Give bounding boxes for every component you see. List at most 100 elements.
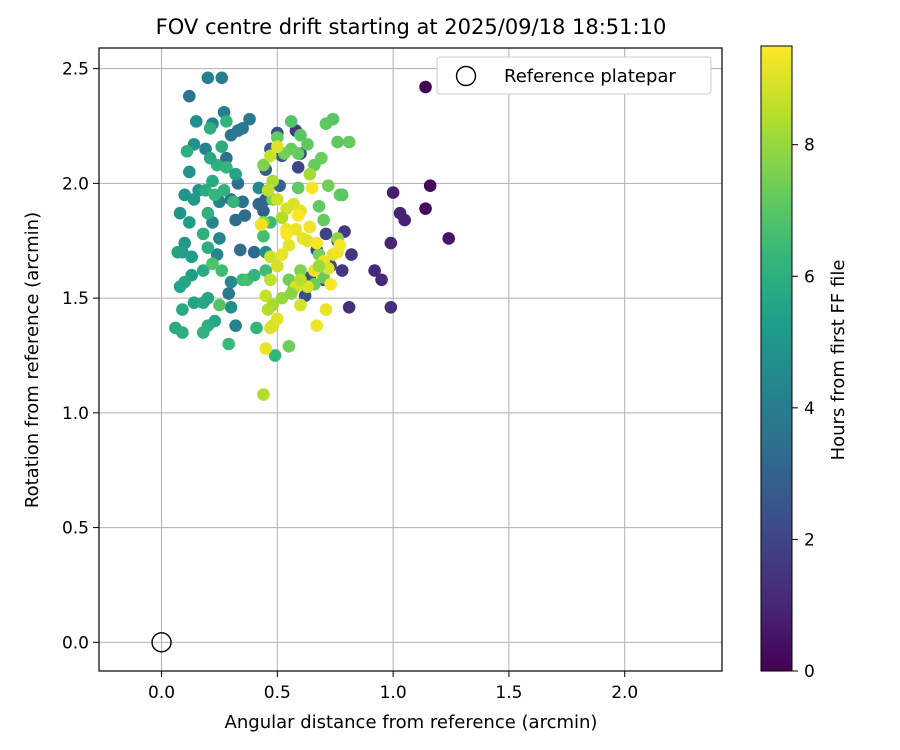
data-point [220, 161, 233, 174]
colorbar-tick-label: 2 [804, 530, 815, 550]
colorbar-tick-label: 0 [804, 662, 815, 682]
data-point [203, 151, 217, 165]
data-point [227, 195, 240, 209]
data-point [319, 303, 333, 316]
data-point [294, 128, 307, 142]
data-point [176, 326, 189, 339]
data-point [233, 243, 247, 257]
data-point [173, 206, 187, 220]
data-point [331, 135, 344, 149]
data-point [271, 312, 284, 326]
data-point [201, 206, 215, 220]
data-point [303, 220, 317, 234]
data-point [271, 140, 284, 153]
legend-box [436, 56, 712, 95]
data-point [257, 229, 270, 243]
data-point [196, 264, 210, 277]
data-point [206, 174, 219, 188]
data-point [317, 213, 330, 227]
data-point [333, 239, 347, 252]
data-point [442, 232, 456, 245]
data-point [178, 188, 191, 202]
data-point [183, 216, 196, 229]
data-point [229, 319, 242, 332]
data-point [189, 115, 203, 128]
data-point [222, 287, 235, 300]
colorbar [760, 45, 793, 672]
data-point [196, 326, 210, 339]
legend[interactable]: Reference platepar [436, 56, 712, 95]
colorbar-tick-label: 4 [804, 399, 815, 419]
data-point [224, 300, 238, 314]
y-tick-label: 2.5 [62, 60, 89, 80]
reference-platepar-marker [151, 632, 172, 653]
data-point [423, 179, 437, 192]
y-axis-ticks: 0.0 0.5 1.0 1.5 2.0 2.5 [62, 60, 99, 653]
data-point [268, 349, 282, 362]
x-tick-label: 1.5 [495, 683, 522, 703]
data-point [310, 319, 324, 332]
data-point [208, 314, 222, 328]
data-point [384, 236, 398, 250]
data-point [222, 337, 235, 351]
data-point [173, 280, 187, 293]
data-point [220, 115, 233, 128]
data-point [282, 239, 296, 252]
data-point [275, 211, 289, 225]
data-point [257, 388, 270, 401]
data-point [324, 278, 337, 291]
data-point [303, 167, 317, 181]
data-point [386, 186, 400, 199]
colorbar-tick-label: 8 [804, 136, 815, 156]
data-point [326, 112, 340, 126]
data-point [187, 296, 201, 310]
data-point [342, 135, 356, 149]
data-point [375, 273, 388, 287]
x-tick-label: 1.0 [380, 683, 407, 703]
y-tick-label: 0.5 [62, 519, 89, 539]
data-point [419, 202, 432, 215]
data-point [282, 340, 296, 353]
data-point [213, 232, 226, 245]
x-axis-ticks: 0.0 0.5 1.0 1.5 2.0 [148, 671, 638, 703]
data-point [294, 273, 307, 287]
reference-marker-group [151, 632, 172, 653]
y-tick-label: 2.0 [62, 174, 89, 194]
plot-frame [98, 47, 723, 672]
data-point [261, 183, 275, 197]
data-point [264, 250, 277, 264]
data-point [335, 188, 349, 202]
data-point [419, 80, 432, 94]
data-point [224, 275, 238, 289]
colorbar-label: Hours from first FF file [828, 260, 849, 461]
y-axis-label: Rotation from reference (arcmin) [22, 212, 43, 508]
x-tick-label: 2.0 [611, 683, 638, 703]
data-point [284, 287, 298, 300]
data-point [247, 245, 261, 259]
x-tick-label: 0.5 [264, 683, 291, 703]
data-point [280, 227, 293, 241]
data-point [291, 181, 305, 195]
data-point [183, 165, 196, 179]
data-point [215, 71, 229, 85]
data-point [310, 236, 324, 250]
data-point [305, 181, 319, 195]
data-point [213, 298, 226, 312]
legend-reference-marker [455, 65, 477, 87]
data-point [183, 89, 196, 103]
data-point [271, 131, 284, 144]
data-point [259, 342, 273, 355]
data-point [257, 158, 270, 172]
colorbar-tick-label: 6 [804, 267, 815, 287]
data-point [321, 179, 335, 192]
data-point [247, 268, 261, 282]
data-point [368, 264, 381, 277]
data-point [301, 138, 314, 151]
y-tick-label: 1.0 [62, 404, 89, 424]
data-point [312, 259, 326, 273]
data-point [176, 303, 189, 316]
data-point [229, 167, 242, 181]
data-point [345, 248, 358, 261]
data-point [342, 300, 356, 314]
colorbar-ticks: 0 2 4 6 8 [792, 136, 815, 682]
